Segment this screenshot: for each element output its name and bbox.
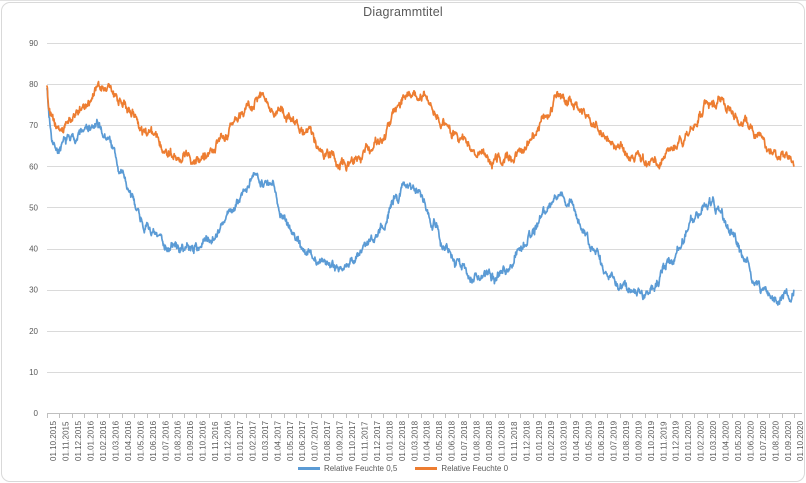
svg-text:01.08.2018: 01.08.2018 <box>473 420 482 461</box>
svg-text:01.01.2019: 01.01.2019 <box>535 420 544 461</box>
svg-text:01.03.2019: 01.03.2019 <box>560 420 569 461</box>
svg-text:01.04.2017: 01.04.2017 <box>273 420 282 461</box>
svg-text:01.11.2018: 01.11.2018 <box>510 421 519 461</box>
svg-text:80: 80 <box>29 80 38 89</box>
svg-text:01.12.2015: 01.12.2015 <box>74 420 83 461</box>
svg-text:01.11.2016: 01.11.2016 <box>211 421 220 461</box>
svg-text:01.09.2017: 01.09.2017 <box>336 420 345 461</box>
svg-text:70: 70 <box>29 121 38 130</box>
legend-line-blue-icon <box>297 467 320 470</box>
svg-text:01.07.2020: 01.07.2020 <box>759 420 768 461</box>
svg-text:01.04.2019: 01.04.2019 <box>572 420 581 461</box>
svg-text:01.03.2017: 01.03.2017 <box>261 420 270 461</box>
svg-text:01.08.2019: 01.08.2019 <box>622 420 631 461</box>
legend-item-relative-feuchte-0[interactable]: Relative Feuchte 0 <box>415 464 508 473</box>
svg-text:01.11.2019: 01.11.2019 <box>659 421 668 461</box>
svg-text:60: 60 <box>29 162 38 171</box>
svg-text:01.12.2019: 01.12.2019 <box>672 420 681 461</box>
svg-text:40: 40 <box>29 245 38 254</box>
svg-text:30: 30 <box>29 286 38 295</box>
svg-text:01.01.2016: 01.01.2016 <box>87 420 96 461</box>
svg-text:01.09.2018: 01.09.2018 <box>485 420 494 461</box>
svg-text:01.10.2018: 01.10.2018 <box>497 420 506 461</box>
legend-label: Relative Feuchte 0,5 <box>323 464 398 473</box>
svg-text:01.01.2018: 01.01.2018 <box>385 420 394 461</box>
svg-text:01.08.2020: 01.08.2020 <box>771 420 780 461</box>
svg-text:01.02.2018: 01.02.2018 <box>398 420 407 461</box>
svg-text:01.09.2016: 01.09.2016 <box>186 420 195 461</box>
svg-text:90: 90 <box>29 39 38 48</box>
svg-text:01.12.2016: 01.12.2016 <box>224 420 233 461</box>
svg-text:01.03.2016: 01.03.2016 <box>111 420 120 461</box>
svg-text:01.02.2016: 01.02.2016 <box>99 420 108 461</box>
legend-item-relative-feuchte-05[interactable]: Relative Feuchte 0,5 <box>297 464 398 473</box>
svg-text:01.03.2018: 01.03.2018 <box>410 420 419 461</box>
svg-text:01.12.2017: 01.12.2017 <box>373 420 382 461</box>
svg-text:10: 10 <box>29 368 38 377</box>
svg-text:50: 50 <box>29 203 38 212</box>
svg-text:01.04.2020: 01.04.2020 <box>722 420 731 461</box>
svg-text:01.06.2018: 01.06.2018 <box>448 420 457 461</box>
svg-text:01.02.2020: 01.02.2020 <box>697 420 706 461</box>
svg-text:01.05.2019: 01.05.2019 <box>585 420 594 461</box>
spreadsheet-gridline <box>0 0 806 1</box>
svg-text:01.10.2016: 01.10.2016 <box>199 420 208 461</box>
svg-text:01.11.2017: 01.11.2017 <box>360 421 369 461</box>
svg-text:01.07.2016: 01.07.2016 <box>161 420 170 461</box>
svg-text:01.05.2020: 01.05.2020 <box>734 420 743 461</box>
svg-text:01.04.2016: 01.04.2016 <box>124 420 133 461</box>
svg-text:01.07.2019: 01.07.2019 <box>609 420 618 461</box>
svg-text:01.05.2016: 01.05.2016 <box>136 420 145 461</box>
svg-text:01.10.2015: 01.10.2015 <box>49 420 58 461</box>
svg-text:01.04.2018: 01.04.2018 <box>423 420 432 461</box>
chart-title[interactable]: Diagrammtitel <box>363 5 443 19</box>
svg-text:01.02.2017: 01.02.2017 <box>248 420 257 461</box>
legend-line-orange-icon <box>415 467 438 470</box>
svg-text:01.05.2018: 01.05.2018 <box>435 420 444 461</box>
svg-text:01.08.2017: 01.08.2017 <box>323 420 332 461</box>
svg-text:01.09.2020: 01.09.2020 <box>784 420 793 461</box>
svg-text:01.06.2017: 01.06.2017 <box>298 420 307 461</box>
svg-text:01.06.2020: 01.06.2020 <box>746 420 755 461</box>
svg-text:01.10.2019: 01.10.2019 <box>647 420 656 461</box>
svg-text:01.02.2019: 01.02.2019 <box>547 420 556 461</box>
svg-text:01.09.2019: 01.09.2019 <box>634 420 643 461</box>
chart-legend: Relative Feuchte 0,5 Relative Feuchte 0 <box>0 464 806 473</box>
svg-text:01.08.2016: 01.08.2016 <box>174 420 183 461</box>
svg-text:01.01.2017: 01.01.2017 <box>236 420 245 461</box>
svg-text:01.07.2018: 01.07.2018 <box>460 420 469 461</box>
svg-text:01.03.2020: 01.03.2020 <box>709 420 718 461</box>
svg-text:0: 0 <box>34 409 39 418</box>
svg-text:01.11.2015: 01.11.2015 <box>62 421 71 461</box>
svg-text:01.01.2020: 01.01.2020 <box>684 420 693 461</box>
svg-text:20: 20 <box>29 327 38 336</box>
svg-text:01.12.2018: 01.12.2018 <box>522 420 531 461</box>
svg-text:01.06.2016: 01.06.2016 <box>149 420 158 461</box>
svg-text:01.05.2017: 01.05.2017 <box>286 420 295 461</box>
svg-text:01.10.2020: 01.10.2020 <box>796 420 805 461</box>
svg-text:01.07.2017: 01.07.2017 <box>311 420 320 461</box>
svg-text:01.06.2019: 01.06.2019 <box>597 420 606 461</box>
legend-label: Relative Feuchte 0 <box>441 464 509 473</box>
svg-text:01.10.2017: 01.10.2017 <box>348 420 357 461</box>
